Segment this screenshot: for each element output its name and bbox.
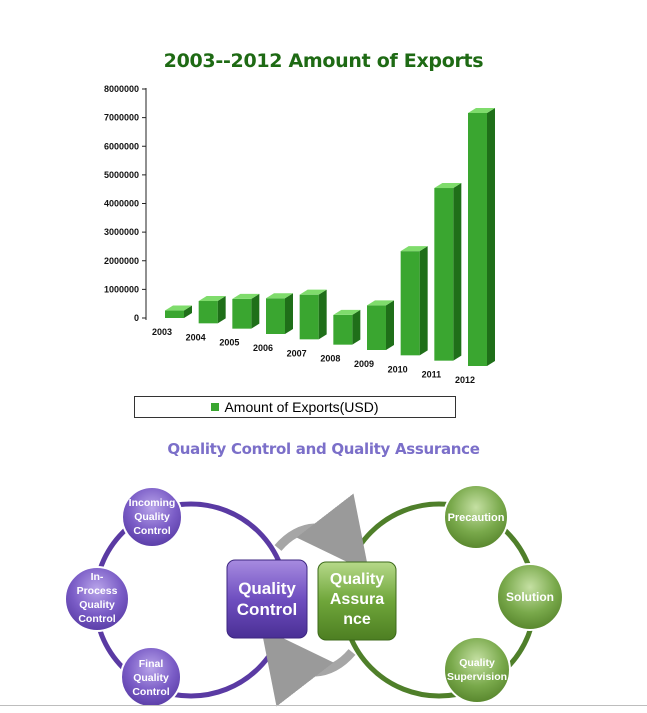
bar-top	[266, 293, 293, 299]
x-tick-labels: 2003 2004 2005 2006 2007 2008 2009 2010 2011 2012	[152, 327, 475, 385]
bar-top	[232, 293, 260, 299]
bar-top	[468, 108, 495, 113]
bar-chart: 8000000 7000000 6000000 5000000 4000000 30000…	[104, 84, 495, 385]
quality-assurance-box: Quality Assura nce	[317, 561, 397, 641]
qa-line-2: Assura	[330, 591, 384, 608]
bar-2011	[434, 183, 462, 361]
bar-top	[198, 296, 226, 302]
bar-2007	[299, 289, 327, 340]
bar-front	[165, 310, 184, 318]
bar-top	[333, 309, 361, 315]
bar-front	[333, 314, 353, 345]
x-tick-label: 2009	[354, 359, 374, 369]
solution-label: Solution	[506, 590, 554, 604]
y-tick-label: 0	[134, 313, 139, 323]
node-incoming-quality-control: Incoming Quality Control	[121, 486, 183, 548]
bar-side	[453, 183, 462, 361]
chart-legend: Amount of Exports(USD)	[134, 396, 456, 418]
chart-title: 2003--2012 Amount of Exports	[163, 50, 484, 72]
bar-side	[487, 108, 495, 366]
x-tick-label: 2010	[388, 364, 408, 374]
bar-side	[419, 246, 428, 356]
bar-side	[285, 293, 293, 334]
bar-2003	[165, 305, 192, 318]
incoming-line-1: Incoming	[129, 497, 176, 509]
x-tick-label: 2008	[320, 354, 340, 364]
y-tick-label: 1000000	[104, 284, 139, 294]
inprocess-line-3: Quality	[79, 599, 115, 611]
final-line-1: Final	[139, 658, 164, 670]
node-quality-supervision: Quality Supervision	[443, 636, 511, 704]
bars	[165, 108, 495, 366]
precaution-label: Precaution	[448, 512, 505, 524]
x-tick-label: 2005	[219, 338, 239, 348]
legend-label: Amount of Exports(USD)	[224, 399, 379, 415]
legend-swatch	[211, 403, 220, 411]
bar-side	[251, 293, 260, 329]
bar-front	[468, 113, 487, 366]
bar-2012	[468, 108, 495, 366]
qa-line-3: nce	[343, 611, 371, 628]
bar-2009	[367, 300, 394, 350]
node-solution: Solution	[496, 563, 564, 631]
bar-2006	[266, 293, 293, 334]
x-tick-label: 2004	[186, 332, 206, 342]
node-final-quality-control: Final Quality Control	[120, 646, 182, 708]
bottom-divider	[0, 705, 647, 706]
qa-line-1: Quality	[330, 571, 384, 588]
inprocess-line-2: Process	[77, 585, 118, 597]
final-line-2: Quality	[133, 672, 169, 684]
inprocess-line-1: In-	[91, 571, 104, 583]
final-line-3: Control	[132, 686, 169, 698]
y-tick-label: 2000000	[104, 256, 139, 266]
bar-2008	[333, 309, 361, 345]
supervision-line-1: Quality	[459, 657, 495, 669]
bar-top	[367, 300, 394, 306]
y-ticks: 8000000 7000000 6000000 5000000 4000000 30000…	[104, 84, 146, 323]
bar-front	[232, 298, 252, 329]
bar-side	[184, 305, 192, 318]
section-title: Quality Control and Quality Assurance	[167, 440, 480, 458]
quality-control-box: Quality Control	[226, 559, 308, 639]
y-tick-label: 8000000	[104, 84, 139, 94]
bar-front	[367, 305, 386, 350]
incoming-line-2: Quality	[134, 511, 170, 523]
bar-front	[266, 298, 285, 334]
bar-front	[299, 294, 319, 340]
bar-front	[434, 188, 454, 361]
bar-side	[318, 289, 327, 340]
bar-front	[198, 301, 218, 324]
incoming-line-3: Control	[133, 525, 170, 537]
bar-2010	[400, 246, 428, 356]
y-tick-label: 4000000	[104, 199, 139, 209]
bar-2005	[232, 293, 260, 329]
y-tick-label: 3000000	[104, 227, 139, 237]
x-tick-label: 2003	[152, 327, 172, 337]
cycle-arrow-top	[274, 493, 370, 573]
bar-side	[352, 309, 361, 345]
bar-front	[400, 251, 420, 356]
bar-top	[400, 246, 428, 252]
bar-side	[386, 300, 394, 350]
inprocess-line-4: Control	[78, 613, 115, 625]
cycle-arrow-bottom	[260, 627, 356, 707]
x-tick-label: 2006	[253, 343, 273, 353]
bar-2004	[198, 296, 226, 324]
bar-top	[299, 289, 327, 295]
qc-line-1: Quality	[238, 579, 296, 598]
x-tick-label: 2012	[455, 375, 475, 385]
y-tick-label: 6000000	[104, 141, 139, 151]
y-tick-label: 5000000	[104, 170, 139, 180]
bar-side	[217, 296, 226, 324]
bar-top	[434, 183, 462, 189]
node-precaution: Precaution	[443, 484, 509, 550]
y-tick-label: 7000000	[104, 113, 139, 123]
supervision-line-2: Supervision	[447, 671, 507, 683]
qc-line-2: Control	[237, 600, 297, 619]
node-in-process-quality-control: In- Process Quality Control	[64, 566, 130, 632]
bar-top	[165, 305, 192, 311]
x-tick-label: 2011	[422, 370, 442, 380]
x-tick-label: 2007	[287, 348, 307, 358]
